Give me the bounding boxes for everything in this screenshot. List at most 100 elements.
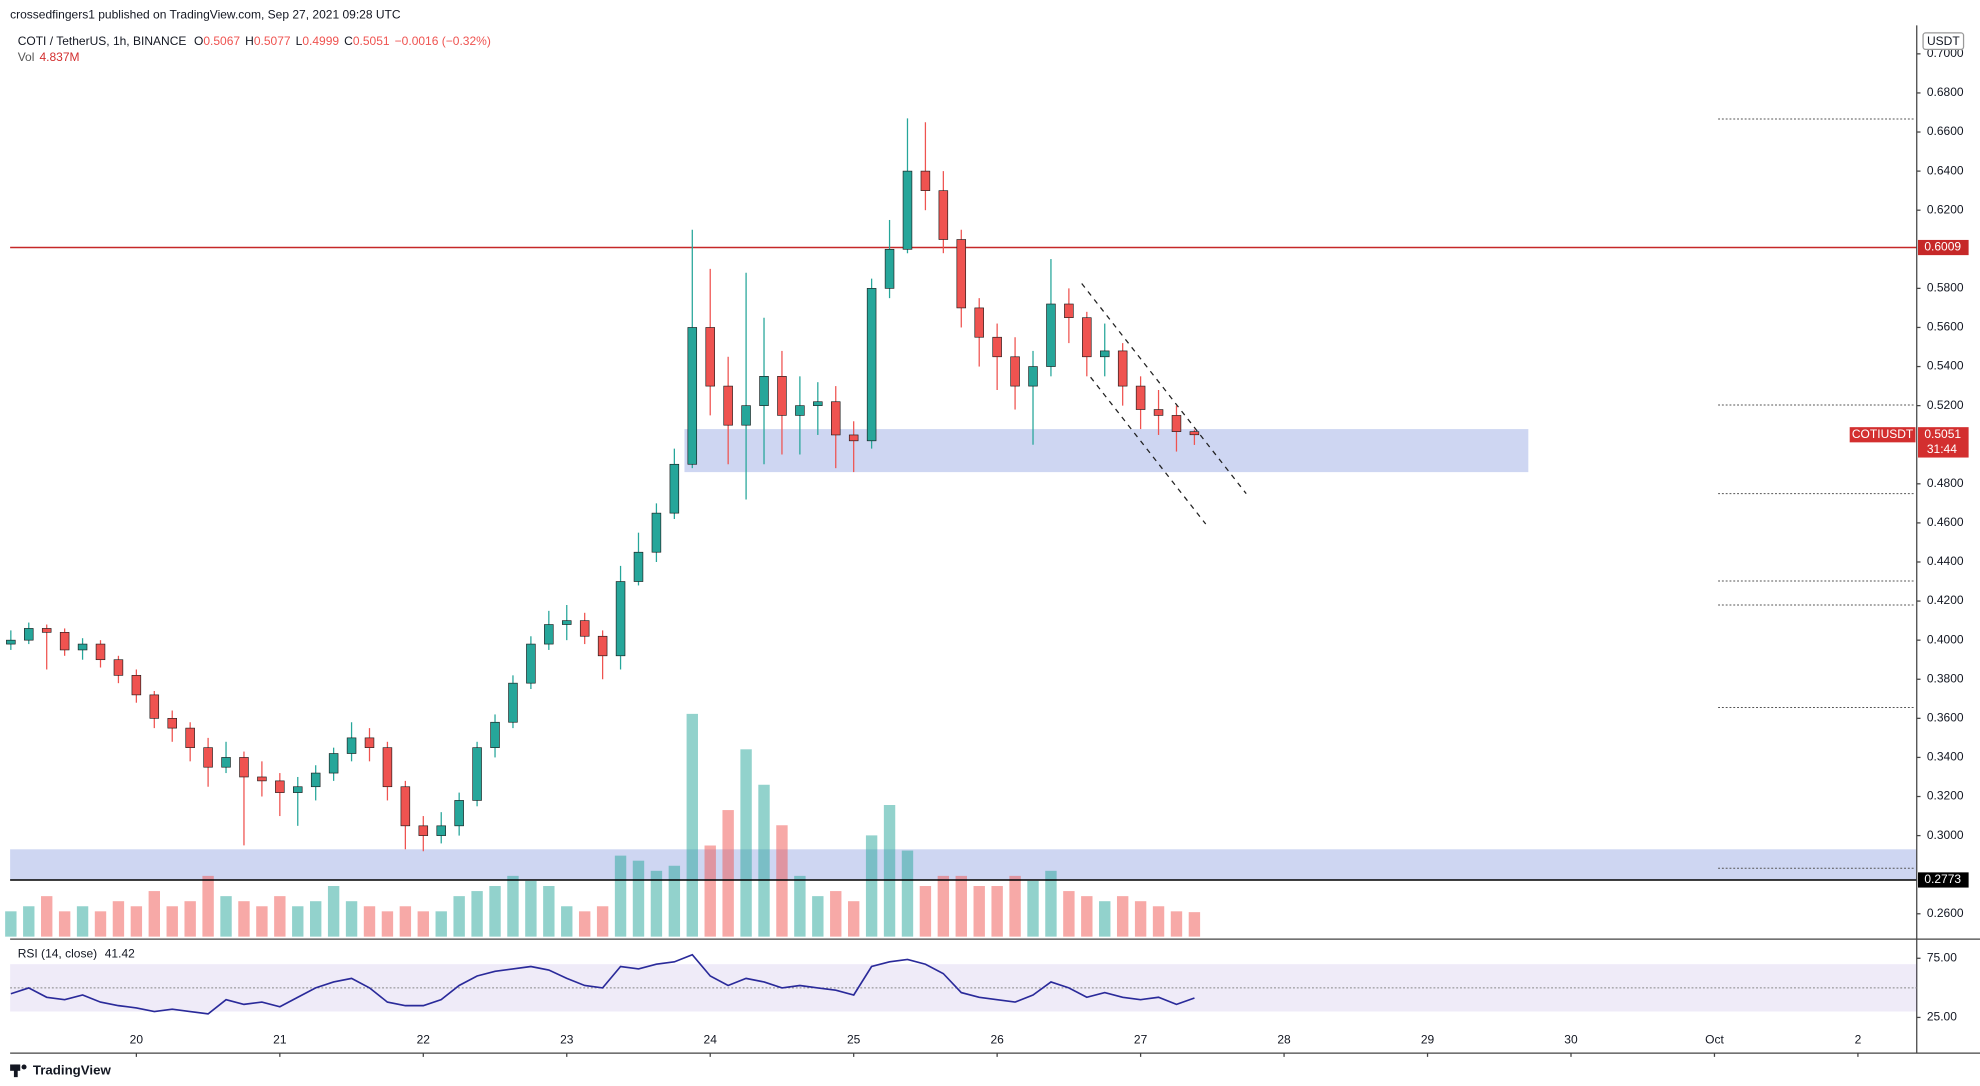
candle-body [77,643,88,651]
volume-bar [399,906,412,937]
ohlc-prefix: L [296,34,303,48]
ohlc-prefix: O [194,34,203,48]
volume-bar [130,906,143,937]
candle-body [956,239,967,309]
candle-body [669,463,680,514]
volume-bar [327,886,340,937]
candle-body [508,682,518,723]
volume-bar [1116,896,1129,937]
candle-body [813,401,823,406]
unit-box [1922,32,1965,50]
volume-bar [23,906,35,937]
candle-layer [6,118,1200,852]
x-tick-label: 27 [1134,1033,1148,1047]
candle-body [795,405,805,416]
price-badge [1918,427,1969,458]
volume-bar [41,896,53,937]
candle-body [149,694,160,719]
volume-bar [758,784,770,937]
candle-body [95,643,106,661]
y-tick-label: 0.3600 [1927,711,1964,725]
candle-body [167,718,177,729]
volume-bar [812,896,824,937]
candle-body [992,336,1002,358]
volume-bar [1009,875,1021,937]
volume-bar [1063,891,1075,937]
price-line-label: 0.2773 [1924,872,1961,886]
volume-bar [973,886,985,937]
candle-body [974,307,984,338]
rsi-line [10,953,1195,1015]
candle-body [1153,409,1164,416]
volume-layer [5,713,1201,937]
ohlc-value: 0.5051 [353,34,390,48]
x-tick-label: Oct [1705,1033,1724,1047]
y-tick-label: 0.3200 [1927,789,1964,803]
candle-body [1117,350,1128,387]
zone [10,849,1917,880]
candle-body [328,753,339,774]
volume-bar [345,901,358,937]
volume-bar [1152,906,1165,937]
candle-body [6,639,16,645]
volume-bar [632,860,645,937]
volume-bar [883,805,896,937]
volume-bar [58,911,71,937]
volume-bar [292,906,304,937]
volume-bar [1045,870,1057,937]
volume-bar [435,911,447,937]
x-tick-label: 21 [273,1033,287,1047]
volume-bar [1170,911,1183,937]
volume-bar [955,875,967,937]
channel-line [1090,376,1207,525]
publisher: crossedfingers1 published on TradingView… [10,7,401,21]
candle-body [831,401,841,436]
candle-body [364,737,375,748]
countdown: 31:44 [1927,442,1957,456]
volume-bar [919,886,932,937]
volume-bar [453,896,465,937]
candle-body [759,376,769,406]
volume-bar [847,901,860,937]
candle-body [382,747,393,788]
ohlc-value: 0.5077 [254,34,291,48]
y-tick-label: 0.2600 [1927,906,1964,920]
candle-body [1010,356,1020,387]
candle-body [24,628,34,641]
volume-bar [112,901,125,937]
volume-bar [722,810,734,937]
x-tick-label: 29 [1421,1033,1435,1047]
logo-mark [21,1064,27,1070]
y-tick-label: 0.4600 [1927,515,1964,529]
volume-bar [471,891,483,937]
symbol-badge [1849,427,1916,443]
symbol: COTIUSDT [1852,427,1914,441]
ohlc-value: 0.4999 [302,34,339,48]
candle-body [1082,317,1092,358]
volume-bar [830,891,842,937]
volume-bar [937,875,950,937]
candle-body [562,620,572,625]
y-tick-label: 0.5600 [1927,320,1964,334]
candle-body [472,747,482,801]
y-tick-label: 0.4200 [1927,593,1964,607]
volume-last: 4.837M [39,50,79,64]
volume-bar [1099,901,1111,937]
price-line-badge [1918,872,1969,888]
volume-bar [740,749,752,937]
y-tick-label: 0.4400 [1927,554,1964,568]
x-tick-label: 30 [1564,1033,1578,1047]
candle-body [597,635,608,657]
candle-body [59,632,70,651]
candle-body [131,675,142,696]
volume-bar [668,865,681,937]
candle-body [884,248,895,289]
logo-mark [13,1064,18,1078]
volume-bar [1188,912,1201,937]
candle-body [741,405,751,426]
y-tick-label: 0.5400 [1927,359,1964,373]
volume-bar [543,886,555,937]
candle-body [866,288,877,442]
title: COTI / TetherUS, 1h, BINANCE [18,34,187,48]
candle-body [346,737,357,754]
